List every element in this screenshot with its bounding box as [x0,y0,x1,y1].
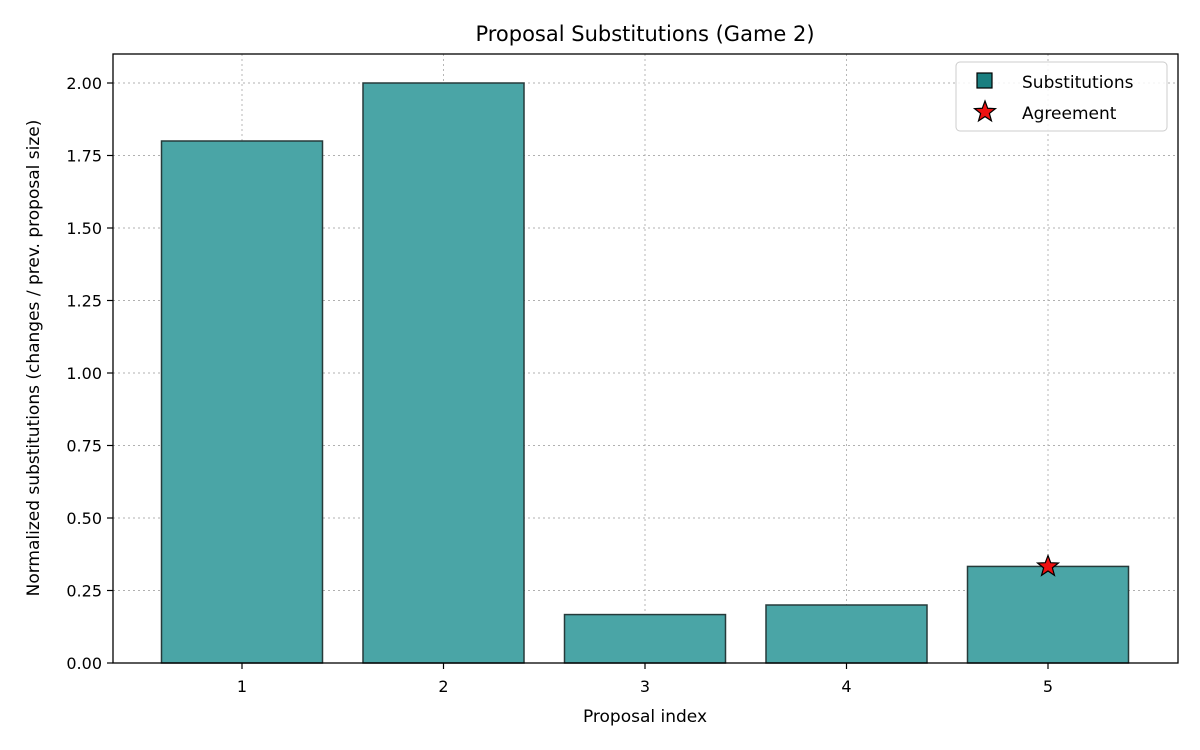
x-tick-label-4: 5 [1043,677,1053,696]
x-tick-label-2: 3 [640,677,650,696]
x-axis-label: Proposal index [583,707,707,727]
legend-agreement-star-icon [972,99,998,123]
y-axis-label: Normalized substitutions (changes / prev… [24,120,44,597]
y-axis-ticks: 0.00 0.25 0.50 0.75 1.00 1.25 1.50 1.75 2.00 [66,74,113,673]
y-tick-label-5: 1.25 [66,292,102,311]
x-tick-label-3: 4 [841,677,851,696]
y-tick-label-7: 1.75 [66,147,102,166]
legend-box [955,61,1168,132]
bar-1 [160,140,324,664]
legend-agreement-label: Agreement [1022,104,1117,124]
y-tick-label-2: 0.50 [66,509,102,528]
legend: Substitutions Agreement [955,61,1168,132]
markers-group [1035,553,1061,577]
x-tick-label-0: 1 [237,677,247,696]
x-tick-label-1: 2 [438,677,448,696]
bar-5 [966,565,1130,664]
legend-substitutions-swatch [976,72,993,89]
y-tick-label-8: 2.00 [66,74,102,93]
y-tick-label-3: 0.75 [66,437,102,456]
bar-3 [563,613,727,664]
legend-substitutions-label: Substitutions [1022,73,1134,93]
agreement-star-marker-0 [1035,553,1061,577]
y-tick-label-4: 1.00 [66,364,102,383]
y-tick-label-0: 0.00 [66,654,102,673]
y-tick-label-1: 0.25 [66,582,102,601]
x-axis-ticks: 1 2 3 4 5 [237,663,1053,696]
bar-4 [765,604,928,664]
bar-2 [362,82,525,664]
y-tick-label-6: 1.50 [66,219,102,238]
chart-title: Proposal Substitutions (Game 2) [475,22,814,46]
